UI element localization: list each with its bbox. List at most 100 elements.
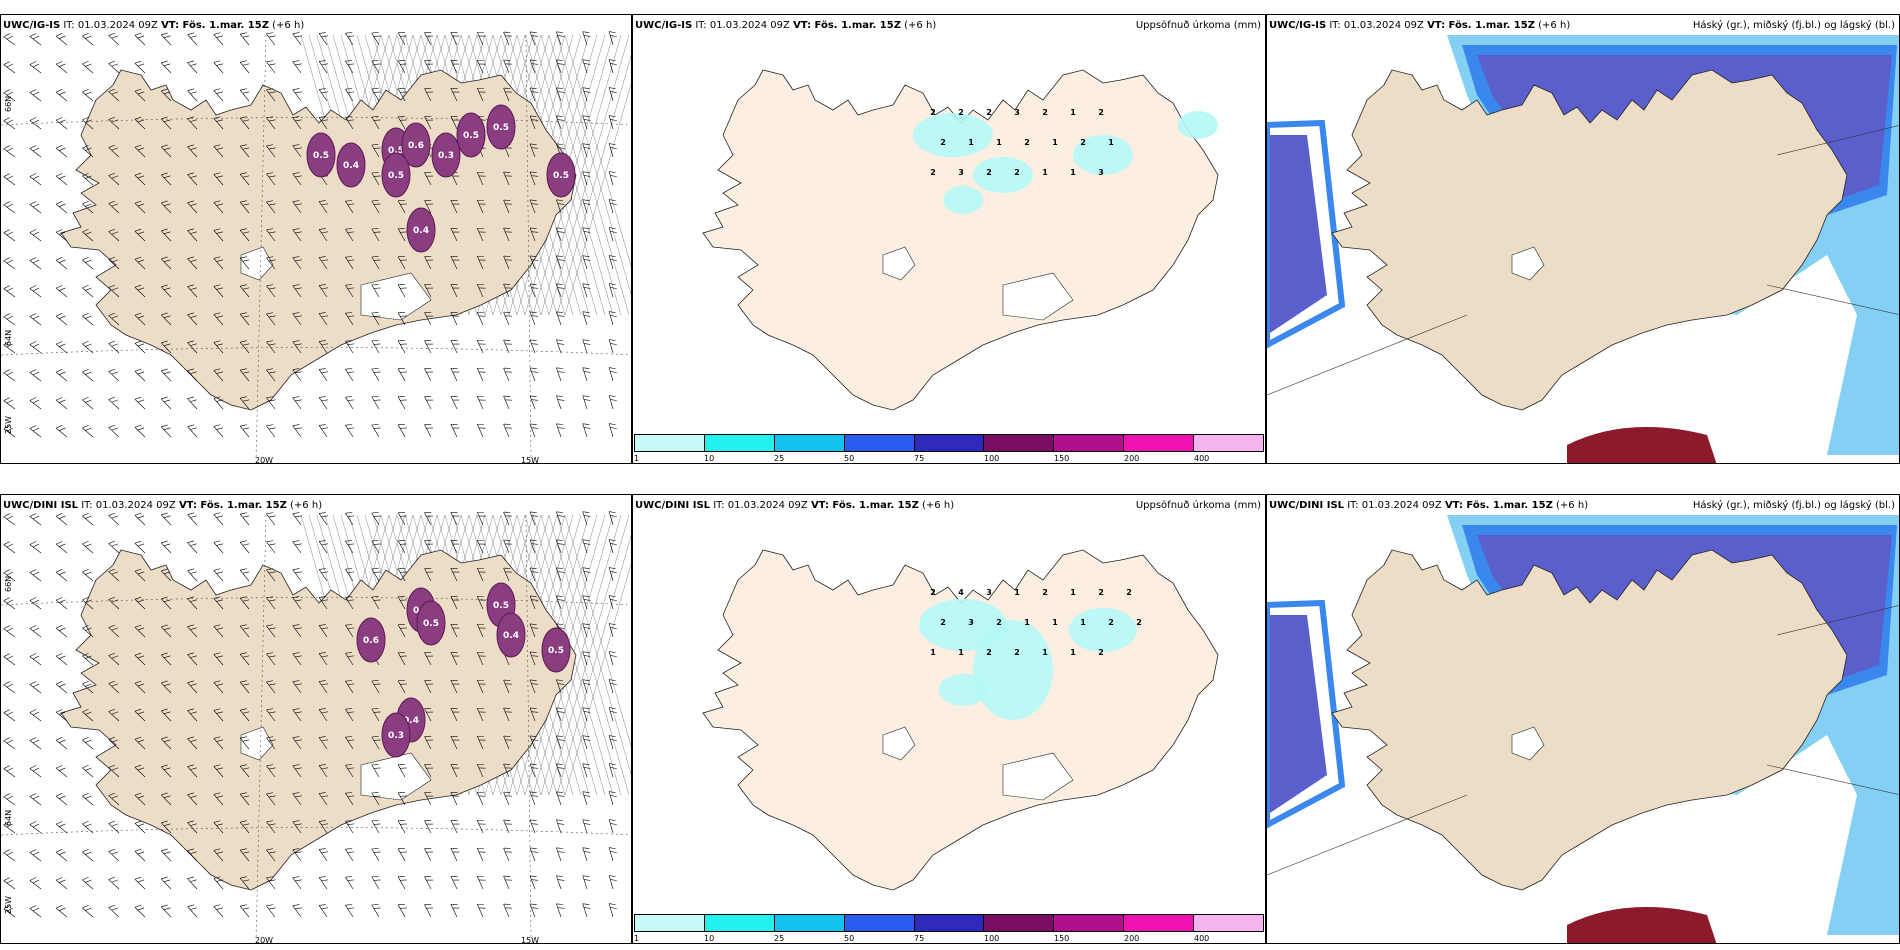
precip-value: 3	[968, 618, 974, 627]
colorbar	[634, 434, 1264, 452]
panel-title: UWC/DINI ISL IT: 01.03.2024 09Z VT: Fös.…	[1269, 500, 1589, 511]
precip-value: 3	[986, 588, 992, 597]
precip-value: 2	[986, 648, 992, 657]
precip-value: 1	[1042, 648, 1048, 657]
icing-value: 0.5	[423, 619, 439, 629]
precip-value: 2	[940, 138, 946, 147]
colorbar-tick: 25	[774, 934, 785, 943]
precip-value: 1	[1080, 618, 1086, 627]
icing-blob	[381, 712, 411, 758]
colorbar-ticks: 1 10 25 50 75 100 150 200 400	[634, 454, 1264, 463]
colorbar-swatch	[1124, 435, 1195, 451]
colorbar-tick: 150	[1054, 934, 1070, 943]
icing-blob	[546, 152, 576, 198]
panel-title: UWC/IG-IS IT: 01.03.2024 09Z VT: Fös. 1.…	[635, 20, 937, 31]
precip-value: 3	[958, 168, 964, 177]
precip-value: 1	[1070, 168, 1076, 177]
precip-value: 2	[1014, 168, 1020, 177]
precip-value: 2	[1014, 648, 1020, 657]
icing-map: 0.30.50.50.40.50.60.40.3	[1, 511, 631, 941]
precip-value: 2	[930, 168, 936, 177]
colorbar-ticks: 1 10 25 50 75 100 150 200 400	[634, 934, 1264, 943]
icing-value: 0.4	[413, 226, 429, 236]
precip-value: 2	[996, 618, 1002, 627]
precip-value: 1	[1052, 138, 1058, 147]
precip-value: 2	[940, 618, 946, 627]
precip-value: 1	[958, 648, 964, 657]
lat-label: 64N	[4, 809, 13, 826]
panel-title: UWC/DINI ISL IT: 01.03.2024 09Z VT: Fös.…	[635, 500, 955, 511]
colorbar-tick: 10	[704, 934, 715, 943]
colorbar-swatch	[984, 435, 1055, 451]
colorbar-tick: 400	[1194, 934, 1210, 943]
colorbar-tick: 25	[774, 454, 785, 463]
precip-value: 2	[986, 168, 992, 177]
precip-value: 1	[1108, 138, 1114, 147]
precip-value: 2	[1108, 618, 1114, 627]
colorbar-tick: 100	[984, 934, 1000, 943]
precip-map: 2 4 3 1 2 1 2 2 2 3 2 1 1 1 2 2 1 1 2 2 1 1 2	[702, 549, 1219, 891]
colorbar	[634, 914, 1264, 932]
precip-value: 2	[986, 108, 992, 117]
precip-value: 1	[930, 648, 936, 657]
icing-value: 0.5	[388, 171, 404, 181]
colorbar-tick: 75	[914, 934, 925, 943]
precip-value: 3	[1014, 108, 1020, 117]
colorbar-swatch	[1194, 435, 1264, 451]
precip-value: 2	[1098, 648, 1104, 657]
cloud-map	[1267, 15, 1899, 463]
colorbar-swatch	[1054, 915, 1125, 931]
lat-label: 25W	[4, 895, 13, 914]
precip-value: 1	[996, 138, 1002, 147]
colorbar-swatch	[914, 915, 985, 931]
icing-blob	[496, 612, 526, 658]
icing-value: 0.5	[313, 151, 329, 161]
cloud-title: Háský (gr.), miðský (fj.bl.) og lágský (…	[1692, 20, 1895, 31]
colorbar-swatch	[635, 435, 705, 451]
precip-value: 1	[1052, 618, 1058, 627]
icing-value: 0.4	[403, 716, 419, 726]
precip-title: Uppsöfnuð úrkoma (mm)	[1135, 500, 1261, 511]
colorbar-swatch	[774, 915, 845, 931]
precip-value: 1	[1070, 648, 1076, 657]
precip-panel-row1[interactable]: UWC/IG-IS IT: 01.03.2024 09Z VT: Fös. 1.…	[632, 14, 1266, 464]
lat-label: 66N	[4, 575, 13, 592]
colorbar-swatch	[704, 915, 775, 931]
precip-value: 2	[1098, 108, 1104, 117]
precip-value: 2	[1126, 588, 1132, 597]
icing-panel-row2[interactable]: UWC/DINI ISL IT: 01.03.2024 09Z VT: Fös.…	[0, 494, 632, 944]
icing-panel-row1[interactable]: UWC/IG-IS IT: 01.03.2024 09Z VT: Fös. 1.…	[0, 14, 632, 464]
icing-blob	[416, 600, 446, 646]
colorbar-tick: 100	[984, 454, 1000, 463]
lat-label: 25W	[4, 415, 13, 434]
lat-label: 66N	[4, 95, 13, 112]
precip-value: 2	[930, 108, 936, 117]
colorbar-swatch	[1194, 915, 1264, 931]
lon-label: 20W	[255, 936, 274, 944]
panel-title: UWC/IG-IS IT: 01.03.2024 09Z VT: Fös. 1.…	[1269, 20, 1571, 31]
colorbar-swatch	[774, 435, 845, 451]
precip-value: 2	[1098, 588, 1104, 597]
colorbar-tick: 50	[844, 934, 855, 943]
cloud-panel-row2[interactable]: UWC/DINI ISL IT: 01.03.2024 09Z VT: Fös.…	[1266, 494, 1900, 944]
precip-value: 2	[1080, 138, 1086, 147]
cloud-title: Háský (gr.), miðský (fj.bl.) og lágský (…	[1692, 500, 1895, 511]
icing-value: 0.5	[463, 131, 479, 141]
precip-value: 3	[1098, 168, 1104, 177]
icing-value: 0.3	[438, 151, 454, 161]
icing-blob	[356, 617, 386, 663]
lon-label: 15W	[521, 456, 540, 464]
precip-value: 1	[1024, 618, 1030, 627]
icing-blob	[336, 142, 366, 188]
precip-value: 1	[968, 138, 974, 147]
precip-value: 2	[1024, 138, 1030, 147]
lon-label: 20W	[255, 456, 274, 464]
icing-value: 0.6	[408, 141, 424, 151]
colorbar-swatch	[1124, 915, 1195, 931]
lon-label: 15W	[521, 936, 540, 944]
icing-blob	[486, 104, 516, 150]
cloud-panel-row1[interactable]: UWC/IG-IS IT: 01.03.2024 09Z VT: Fös. 1.…	[1266, 14, 1900, 464]
colorbar-tick: 150	[1054, 454, 1070, 463]
precip-panel-row2[interactable]: UWC/DINI ISL IT: 01.03.2024 09Z VT: Fös.…	[632, 494, 1266, 944]
precip-value: 2	[958, 108, 964, 117]
